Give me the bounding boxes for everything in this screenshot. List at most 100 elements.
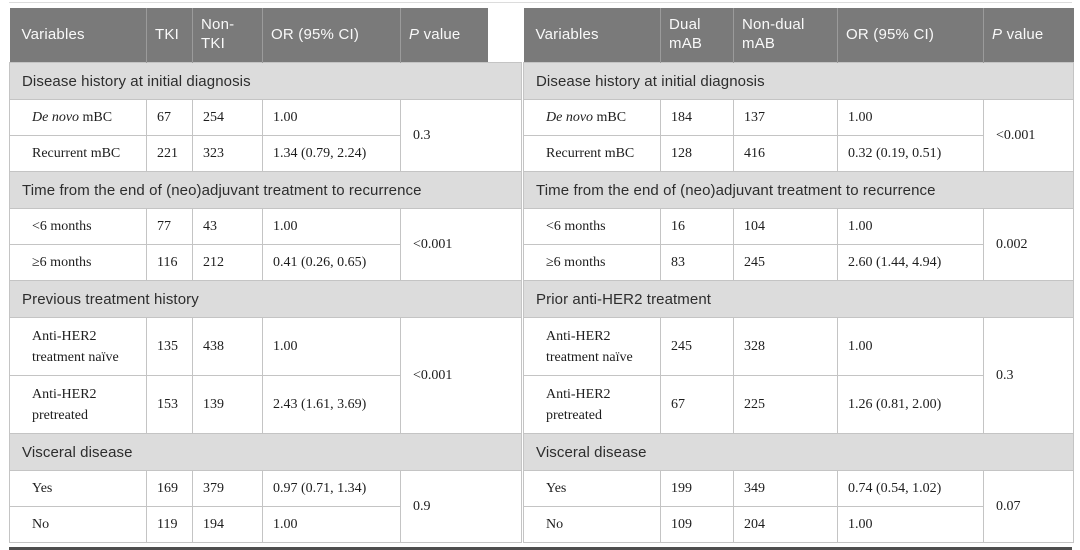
table-row: Yes 169 379 0.97 (0.71, 1.34) 0.9: [9, 470, 522, 543]
cell-variable: ≥6 months: [523, 244, 661, 281]
header-row: Variables Dual mAB Non-dual mAB OR (95% …: [523, 8, 1074, 63]
p-rest: value: [1002, 25, 1044, 43]
section-title: Time from the end of (neo)adjuvant treat…: [9, 171, 522, 209]
p-rest: value: [419, 25, 461, 43]
cell-count-g2: 349: [733, 470, 838, 507]
section-title-row: Time from the end of (neo)adjuvant treat…: [9, 171, 522, 209]
cell-count-g1: 77: [146, 208, 193, 245]
cell-count-g1: 184: [660, 99, 734, 136]
cell-count-g2: 43: [192, 208, 263, 245]
cell-count-g2: 104: [733, 208, 838, 245]
cell-variable: Anti-HER2 treatment naïve: [523, 317, 661, 376]
cell-pvalue: <0.001: [400, 208, 522, 281]
cell-pvalue: 0.07: [983, 470, 1074, 543]
section-title: Disease history at initial diagnosis: [523, 62, 1074, 100]
cell-variable: <6 months: [523, 208, 661, 245]
table-row: No 119 194 1.00: [9, 506, 522, 543]
cell-count-g1: 128: [660, 135, 734, 172]
cell-count-g1: 116: [146, 244, 193, 281]
section-title: Previous treatment history: [9, 280, 522, 318]
cell-count-g1: 153: [146, 375, 193, 434]
cell-count-g1: 67: [660, 375, 734, 434]
table-row: De novo mBC 184 137 1.00 <0.001: [523, 99, 1074, 172]
table-row: ≥6 months 116 212 0.41 (0.26, 0.65): [9, 244, 522, 281]
header-spacer: [487, 8, 522, 63]
table-row: <6 months 77 43 1.00 <0.001: [9, 208, 522, 281]
section-title: Visceral disease: [523, 433, 1074, 471]
col-header-or: OR (95% CI): [837, 8, 984, 63]
section-title: Visceral disease: [9, 433, 522, 471]
table-row: Recurrent mBC 128 416 0.32 (0.19, 0.51): [523, 135, 1074, 172]
cell-count-g2: 323: [192, 135, 263, 172]
cell-count-g1: 119: [146, 506, 193, 543]
table-row: Recurrent mBC 221 323 1.34 (0.79, 2.24): [9, 135, 522, 172]
cell-variable: No: [9, 506, 147, 543]
col-header-pvalue: P value: [983, 8, 1074, 63]
cell-count-g1: 169: [146, 470, 193, 507]
cell-count-g2: 438: [192, 317, 263, 376]
section-title-row: Previous treatment history: [9, 280, 522, 318]
table-row: No 109 204 1.00: [523, 506, 1074, 543]
cell-or: 2.43 (1.61, 3.69): [262, 375, 401, 434]
cell-count-g2: 212: [192, 244, 263, 281]
col-header-group1: TKI: [146, 8, 193, 63]
table-row: Anti-HER2 pretreated 67 225 1.26 (0.81, …: [523, 375, 1074, 434]
cell-or: 0.32 (0.19, 0.51): [837, 135, 984, 172]
cell-or: 0.97 (0.71, 1.34): [262, 470, 401, 507]
section-title: Disease history at initial diagnosis: [9, 62, 522, 100]
col-header-group2: Non-TKI: [192, 8, 263, 63]
cell-variable: Anti-HER2 treatment naïve: [9, 317, 147, 376]
cell-or: 0.74 (0.54, 1.02): [837, 470, 984, 507]
table-row: Anti-HER2 pretreated 153 139 2.43 (1.61,…: [9, 375, 522, 434]
table-panels: Variables TKI Non-TKI OR (95% CI) P valu…: [9, 8, 1074, 543]
cell-or: 1.34 (0.79, 2.24): [262, 135, 401, 172]
cell-variable: Anti-HER2 pretreated: [523, 375, 661, 434]
cell-count-g2: 254: [192, 99, 263, 136]
cell-or: 1.00: [837, 317, 984, 376]
cell-count-g1: 199: [660, 470, 734, 507]
cell-or: 1.00: [837, 99, 984, 136]
table-row: <6 months 16 104 1.00 0.002: [523, 208, 1074, 281]
section-title-row: Disease history at initial diagnosis: [9, 62, 522, 100]
cell-count-g2: 139: [192, 375, 263, 434]
cell-count-g1: 135: [146, 317, 193, 376]
cell-pvalue: 0.3: [400, 99, 522, 172]
cell-count-g2: 194: [192, 506, 263, 543]
cell-pvalue: 0.9: [400, 470, 522, 543]
cell-count-g1: 221: [146, 135, 193, 172]
section-title: Prior anti-HER2 treatment: [523, 280, 1074, 318]
cell-count-g2: 328: [733, 317, 838, 376]
table-row: Yes 199 349 0.74 (0.54, 1.02) 0.07: [523, 470, 1074, 543]
cell-count-g2: 416: [733, 135, 838, 172]
cell-variable: Yes: [9, 470, 147, 507]
cell-or: 1.00: [262, 99, 401, 136]
cell-count-g2: 204: [733, 506, 838, 543]
cell-count-g2: 137: [733, 99, 838, 136]
col-header-group2: Non-dual mAB: [733, 8, 838, 63]
section-title: Time from the end of (neo)adjuvant treat…: [523, 171, 1074, 209]
cell-count-g2: 245: [733, 244, 838, 281]
cell-or: 1.00: [262, 506, 401, 543]
cell-pvalue: 0.002: [983, 208, 1074, 281]
cell-variable: Recurrent mBC: [9, 135, 147, 172]
cell-or: 1.00: [262, 208, 401, 245]
cell-variable: Anti-HER2 pretreated: [9, 375, 147, 434]
cell-count-g1: 245: [660, 317, 734, 376]
cell-variable: ≥6 months: [9, 244, 147, 281]
section-title-row: Visceral disease: [9, 433, 522, 471]
cell-count-g1: 16: [660, 208, 734, 245]
col-header-variables: Variables: [523, 8, 661, 63]
cell-or: 1.00: [262, 317, 401, 376]
table-mab: Variables Dual mAB Non-dual mAB OR (95% …: [523, 8, 1074, 543]
cell-count-g2: 225: [733, 375, 838, 434]
table-row: Anti-HER2 treatment naïve 245 328 1.00 0…: [523, 317, 1074, 434]
col-header-variables: Variables: [9, 8, 147, 63]
cell-variable: Recurrent mBC: [523, 135, 661, 172]
section-title-row: Visceral disease: [523, 433, 1074, 471]
cell-count-g1: 67: [146, 99, 193, 136]
cell-variable: <6 months: [9, 208, 147, 245]
cell-or: 1.26 (0.81, 2.00): [837, 375, 984, 434]
cell-variable: No: [523, 506, 661, 543]
cell-pvalue: 0.3: [983, 317, 1074, 434]
cell-pvalue: <0.001: [400, 317, 522, 434]
